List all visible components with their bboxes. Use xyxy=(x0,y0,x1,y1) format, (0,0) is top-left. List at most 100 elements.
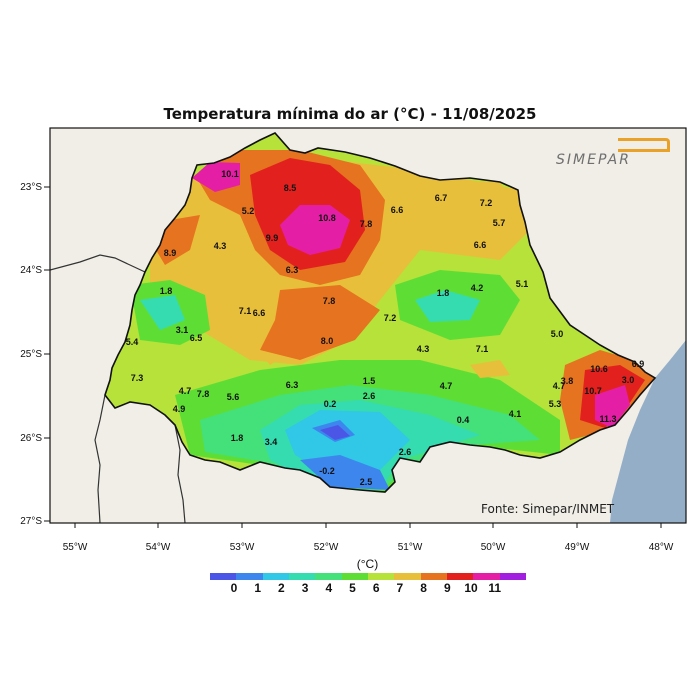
station-value-label: 0.2 xyxy=(324,399,337,409)
station-value-label: 5.7 xyxy=(493,218,506,228)
station-values: 10.18.55.210.87.86.69.98.94.36.36.7 7.25.… xyxy=(126,169,645,487)
station-value-label: 1.5 xyxy=(363,376,376,386)
colorbar-segment xyxy=(420,573,447,580)
colorbar xyxy=(210,573,526,580)
latitude-axis: 23°S 24°S 25°S 26°S 27°S xyxy=(20,182,50,527)
station-value-label: 1.8 xyxy=(231,433,244,443)
border-line-paraguay xyxy=(50,254,146,273)
lat-tick-label: 26°S xyxy=(20,433,42,444)
station-value-label: 7.2 xyxy=(384,313,397,323)
station-value-label: 5.3 xyxy=(549,399,562,409)
station-value-label: 5.0 xyxy=(551,329,564,339)
field-zone-10-center xyxy=(280,205,350,255)
colorbar-segment xyxy=(315,573,342,580)
station-value-label: 5.4 xyxy=(126,337,139,347)
colorbar-segment xyxy=(394,573,421,580)
lon-tick-label: 54°W xyxy=(146,542,171,553)
station-value-label: 2.6 xyxy=(399,447,412,457)
border-line-santa-catarina xyxy=(174,424,186,523)
station-value-label: 10.8 xyxy=(318,213,336,223)
station-value-label: 4.3 xyxy=(417,344,430,354)
station-value-label: 6.6 xyxy=(253,308,266,318)
colorbar-tick-label: 8 xyxy=(420,581,427,595)
station-value-label: 1.8 xyxy=(160,286,173,296)
map-frame xyxy=(49,127,687,524)
colorbar-tick-label: 9 xyxy=(443,581,451,595)
station-value-label: 7.8 xyxy=(197,389,210,399)
field-zone-8-center xyxy=(260,285,380,360)
colorbar-tick-label: 11 xyxy=(488,581,502,595)
lat-tick-label: 27°S xyxy=(20,516,42,527)
station-value-label: 9.9 xyxy=(266,233,279,243)
station-value-label: 10.1 xyxy=(221,169,239,179)
longitude-axis: 55°W 54°W 53°W 52°W 51°W 50°W 49°W 48°W xyxy=(63,523,674,553)
station-value-label: 4.7 xyxy=(553,381,566,391)
colorbar-tick-label: 1 xyxy=(254,581,262,595)
station-value-label: 6.9 xyxy=(632,359,645,369)
station-value-label: 5.6 xyxy=(227,392,240,402)
station-value-label: 8.9 xyxy=(164,248,177,258)
station-value-label: 8.5 xyxy=(284,183,297,193)
lon-tick-label: 55°W xyxy=(63,542,88,553)
lat-tick-label: 24°S xyxy=(20,265,42,276)
lon-tick-label: 52°W xyxy=(314,542,339,553)
simepar-logo-text: SIMEPAR xyxy=(556,152,631,168)
station-value-label: 10.6 xyxy=(590,364,608,374)
simepar-logo-mark xyxy=(618,138,670,152)
station-value-label: 2.6 xyxy=(363,391,376,401)
station-value-label: 8.0 xyxy=(321,336,334,346)
station-value-label: 7.1 xyxy=(239,306,252,316)
field-zone-10-coast xyxy=(595,385,630,428)
field-zone-7-se xyxy=(470,360,510,378)
lon-tick-label: 50°W xyxy=(481,542,506,553)
colorbar-segment xyxy=(473,573,500,580)
station-value-label: 7.2 xyxy=(480,198,493,208)
colorbar-tick-label: 4 xyxy=(325,581,333,595)
station-value-label: 4.7 xyxy=(440,381,453,391)
colorbar-segment xyxy=(367,573,395,580)
station-value-label: 7.1 xyxy=(476,344,489,354)
station-value-label: 6.3 xyxy=(286,265,299,275)
station-value-label: 3.8 xyxy=(561,376,574,386)
station-value-label: 10.7 xyxy=(584,386,602,396)
field-zone-3-east xyxy=(415,290,480,322)
field-zone-1 xyxy=(300,455,390,490)
station-value-label: 4.1 xyxy=(509,409,522,419)
state-outline xyxy=(104,132,657,493)
station-value-label: 6.5 xyxy=(190,333,203,343)
station-value-label: 3.0 xyxy=(622,375,635,385)
station-value-label: 11.3 xyxy=(599,414,616,424)
colorbar-tick-label: 10 xyxy=(464,581,478,595)
field-zone-7-ne xyxy=(440,180,510,205)
simepar-logo: SIMEPAR xyxy=(556,138,674,168)
map-title: Temperatura mínima do ar (°C) - 11/08/20… xyxy=(163,105,537,123)
colorbar-tick-label: 3 xyxy=(301,581,309,595)
ocean xyxy=(610,340,686,523)
station-value-label: 6.7 xyxy=(435,193,448,203)
station-value-label: 4.2 xyxy=(471,283,484,293)
colorbar-tick-label: 5 xyxy=(349,581,356,595)
lat-tick-label: 25°S xyxy=(20,349,42,360)
colorbar-segment xyxy=(499,573,526,580)
colorbar-segment xyxy=(236,573,263,580)
field-zone-10-nw xyxy=(192,162,240,192)
station-value-label: 1.8 xyxy=(437,288,450,298)
field-zone-0 xyxy=(320,425,350,440)
field-zone-3-west xyxy=(140,295,185,330)
lon-tick-label: 51°W xyxy=(398,542,423,553)
colorbar-title: (°C) xyxy=(356,557,379,571)
station-value-label: 3.4 xyxy=(265,437,278,447)
colorbar-tick-label: 7 xyxy=(396,581,404,595)
colorbar-ticks: 0 1 2 3 4 5 6 7 8 9 10 11 xyxy=(210,581,526,597)
colorbar-segment xyxy=(262,573,289,580)
colorbar-segment xyxy=(288,573,316,580)
station-value-label: 6.6 xyxy=(391,205,404,215)
colorbar-tick-label: 2 xyxy=(278,581,285,595)
station-value-label: 4.9 xyxy=(173,404,186,414)
colorbar-tick-label: 0 xyxy=(230,581,238,595)
station-value-label: 3.1 xyxy=(176,325,189,335)
station-value-label: 7.3 xyxy=(131,373,144,383)
data-source-credit: Fonte: Simepar/INMET xyxy=(481,502,615,516)
station-value-label: 5.2 xyxy=(242,206,255,216)
